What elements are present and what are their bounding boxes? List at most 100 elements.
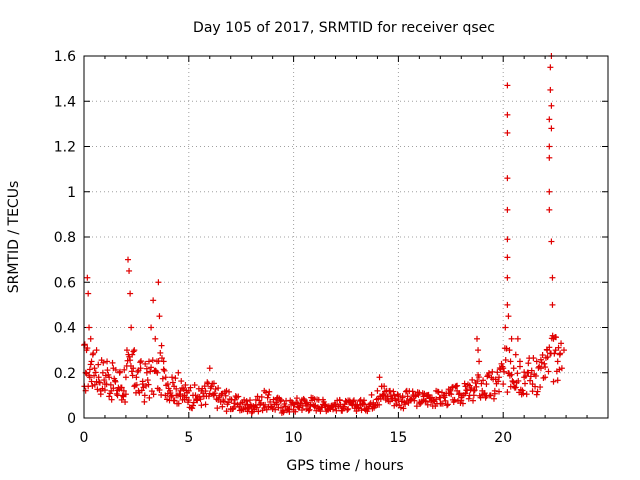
data-point bbox=[504, 254, 511, 261]
data-point bbox=[500, 381, 507, 388]
data-point bbox=[182, 382, 189, 389]
data-point bbox=[244, 408, 251, 415]
data-point bbox=[197, 396, 204, 403]
data-point bbox=[89, 351, 96, 358]
data-point bbox=[156, 313, 163, 320]
data-point bbox=[515, 377, 522, 384]
data-point bbox=[122, 391, 129, 398]
x-tick-label: 10 bbox=[285, 430, 303, 446]
data-point bbox=[546, 116, 553, 123]
data-point bbox=[265, 403, 272, 410]
data-point bbox=[144, 377, 151, 384]
data-point bbox=[169, 374, 176, 381]
data-point bbox=[461, 380, 468, 387]
data-point bbox=[231, 396, 238, 403]
data-point bbox=[307, 401, 314, 408]
data-point bbox=[225, 399, 232, 406]
data-point bbox=[270, 396, 277, 403]
data-point bbox=[292, 408, 299, 415]
data-point bbox=[169, 379, 176, 386]
data-point bbox=[130, 365, 137, 372]
data-point bbox=[266, 388, 273, 395]
data-point bbox=[546, 206, 553, 213]
data-point bbox=[487, 392, 494, 399]
data-point bbox=[177, 387, 184, 394]
data-point bbox=[104, 367, 111, 374]
data-point bbox=[125, 256, 132, 263]
data-point bbox=[504, 175, 511, 182]
data-point bbox=[483, 381, 490, 388]
data-point bbox=[278, 404, 285, 411]
data-point bbox=[286, 405, 293, 412]
data-point bbox=[473, 383, 480, 390]
data-point bbox=[290, 401, 297, 408]
data-point bbox=[235, 393, 242, 400]
data-point bbox=[527, 373, 534, 380]
data-point bbox=[370, 401, 377, 408]
data-point bbox=[258, 393, 265, 400]
data-point bbox=[148, 364, 155, 371]
data-point bbox=[433, 387, 440, 394]
data-point bbox=[514, 370, 521, 377]
data-point bbox=[545, 368, 552, 375]
data-point bbox=[280, 409, 287, 416]
data-point bbox=[483, 393, 490, 400]
data-point bbox=[128, 368, 135, 375]
data-point bbox=[206, 390, 213, 397]
data-point bbox=[215, 396, 222, 403]
data-point bbox=[97, 387, 104, 394]
data-point bbox=[506, 347, 513, 354]
data-point bbox=[409, 388, 416, 395]
data-point bbox=[264, 394, 271, 401]
data-point bbox=[534, 388, 541, 395]
data-point bbox=[129, 372, 136, 379]
data-point bbox=[507, 358, 514, 365]
data-point bbox=[345, 405, 352, 412]
data-point bbox=[475, 374, 482, 381]
data-point bbox=[532, 372, 539, 379]
data-point bbox=[116, 369, 123, 376]
data-point bbox=[106, 374, 113, 381]
data-point bbox=[306, 406, 313, 413]
data-point bbox=[353, 403, 360, 410]
data-point bbox=[121, 366, 128, 373]
data-point bbox=[87, 361, 94, 368]
data-point bbox=[496, 374, 503, 381]
data-point bbox=[533, 391, 540, 398]
y-tick-label: 1.2 bbox=[54, 140, 76, 156]
data-point bbox=[247, 397, 254, 404]
data-point bbox=[403, 387, 410, 394]
data-point bbox=[340, 403, 347, 410]
data-point bbox=[556, 351, 563, 358]
data-point bbox=[95, 361, 102, 368]
data-point bbox=[319, 401, 326, 408]
data-point bbox=[494, 369, 501, 376]
data-point bbox=[104, 358, 111, 365]
data-point bbox=[175, 369, 182, 376]
data-point bbox=[382, 396, 389, 403]
data-point bbox=[356, 398, 363, 405]
data-point bbox=[548, 238, 555, 245]
data-point bbox=[433, 396, 440, 403]
data-point bbox=[171, 383, 178, 390]
data-point bbox=[265, 391, 272, 398]
data-point bbox=[215, 385, 222, 392]
data-point bbox=[332, 401, 339, 408]
data-point bbox=[502, 324, 509, 331]
data-point bbox=[462, 390, 469, 397]
data-point bbox=[376, 401, 383, 408]
data-point bbox=[278, 396, 285, 403]
data-point bbox=[118, 396, 125, 403]
data-point bbox=[546, 188, 553, 195]
data-point bbox=[416, 399, 423, 406]
data-point bbox=[148, 324, 155, 331]
data-point bbox=[157, 349, 164, 356]
data-point bbox=[194, 396, 201, 403]
x-tick-label: 5 bbox=[184, 430, 193, 446]
data-point bbox=[145, 358, 152, 365]
data-point bbox=[546, 154, 553, 161]
data-point bbox=[541, 360, 548, 367]
data-point bbox=[133, 374, 140, 381]
data-point bbox=[253, 404, 260, 411]
